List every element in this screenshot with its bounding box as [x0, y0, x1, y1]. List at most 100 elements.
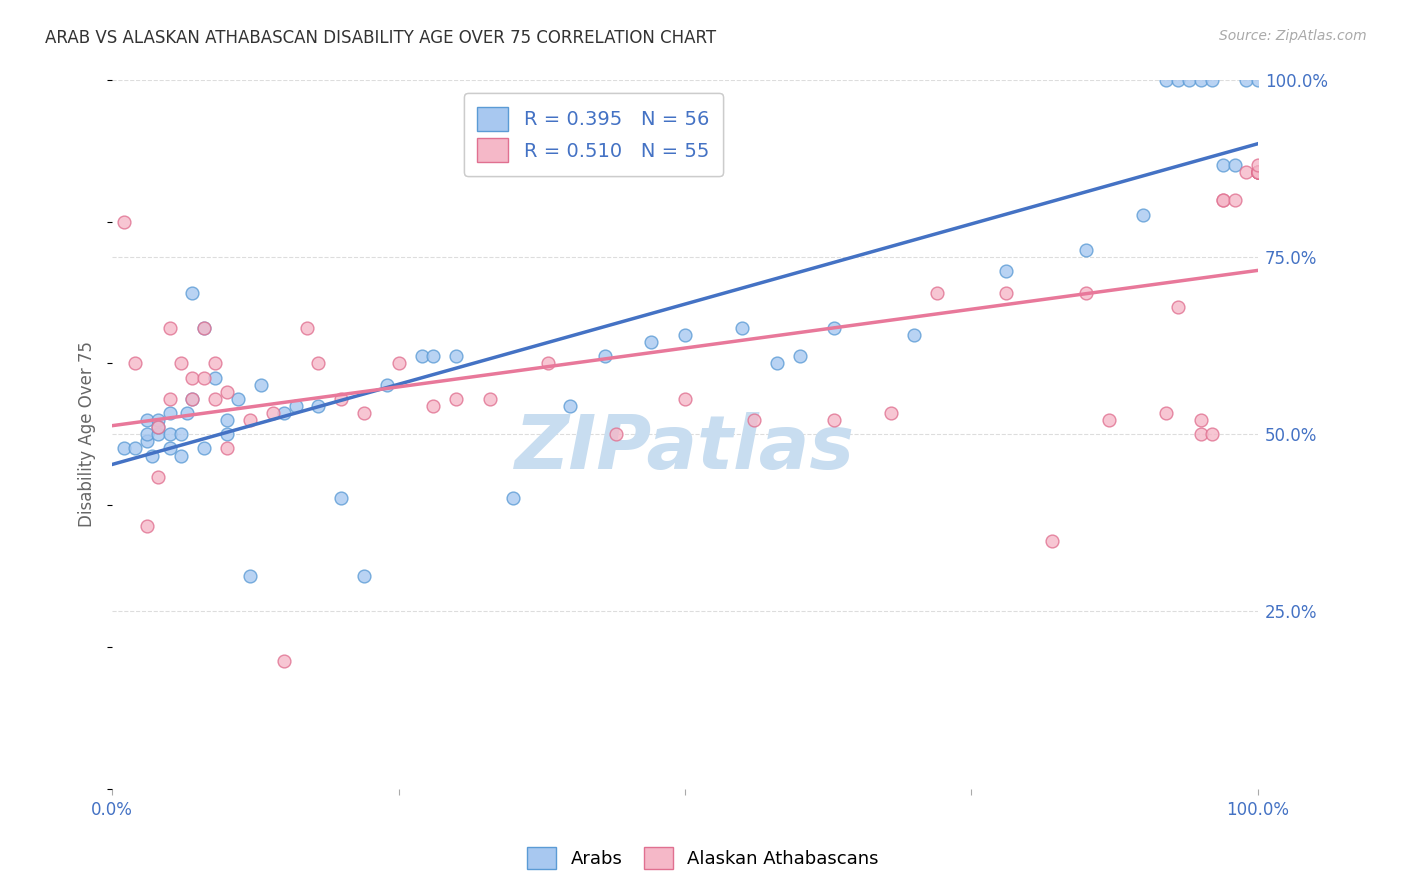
- Point: [742, 413, 765, 427]
- Point: [159, 406, 181, 420]
- Point: [159, 392, 181, 406]
- Point: [1189, 413, 1212, 427]
- Point: [502, 491, 524, 505]
- Point: [176, 406, 198, 420]
- Point: [193, 370, 215, 384]
- Point: [193, 321, 215, 335]
- Point: [1189, 427, 1212, 442]
- Point: [1234, 73, 1257, 87]
- Point: [295, 321, 318, 335]
- Point: [353, 569, 375, 583]
- Point: [146, 420, 169, 434]
- Point: [375, 377, 398, 392]
- Point: [181, 392, 204, 406]
- Point: [1234, 165, 1257, 179]
- Point: [1247, 165, 1270, 179]
- Point: [112, 442, 135, 456]
- Point: [422, 349, 444, 363]
- Point: [135, 434, 157, 449]
- Point: [1098, 413, 1121, 427]
- Legend: Arabs, Alaskan Athabascans: Arabs, Alaskan Athabascans: [520, 839, 886, 876]
- Point: [146, 469, 169, 483]
- Point: [388, 356, 411, 370]
- Point: [146, 413, 169, 427]
- Point: [1247, 165, 1270, 179]
- Point: [640, 335, 662, 350]
- Point: [1154, 73, 1177, 87]
- Point: [1223, 158, 1246, 172]
- Point: [250, 377, 273, 392]
- Point: [170, 427, 193, 442]
- Point: [146, 420, 169, 434]
- Point: [411, 349, 433, 363]
- Point: [1189, 73, 1212, 87]
- Point: [444, 349, 467, 363]
- Point: [536, 356, 558, 370]
- Point: [1247, 165, 1270, 179]
- Point: [994, 264, 1017, 278]
- Point: [159, 321, 181, 335]
- Point: [215, 413, 238, 427]
- Point: [170, 449, 193, 463]
- Point: [181, 370, 204, 384]
- Point: [215, 384, 238, 399]
- Point: [135, 413, 157, 427]
- Point: [1154, 406, 1177, 420]
- Point: [273, 406, 295, 420]
- Point: [215, 427, 238, 442]
- Point: [204, 370, 226, 384]
- Point: [193, 442, 215, 456]
- Point: [1223, 194, 1246, 208]
- Point: [673, 328, 696, 343]
- Point: [1201, 427, 1223, 442]
- Point: [1247, 165, 1270, 179]
- Point: [1167, 300, 1189, 314]
- Point: [307, 399, 329, 413]
- Point: [880, 406, 903, 420]
- Point: [239, 413, 262, 427]
- Point: [1247, 165, 1270, 179]
- Point: [444, 392, 467, 406]
- Point: [1201, 73, 1223, 87]
- Point: [284, 399, 307, 413]
- Point: [159, 427, 181, 442]
- Text: ARAB VS ALASKAN ATHABASCAN DISABILITY AGE OVER 75 CORRELATION CHART: ARAB VS ALASKAN ATHABASCAN DISABILITY AG…: [45, 29, 716, 46]
- Point: [124, 442, 146, 456]
- Point: [146, 427, 169, 442]
- Point: [479, 392, 502, 406]
- Point: [170, 356, 193, 370]
- Point: [1247, 158, 1270, 172]
- Point: [925, 285, 948, 300]
- Point: [823, 413, 845, 427]
- Point: [1247, 73, 1270, 87]
- Point: [1247, 165, 1270, 179]
- Text: Source: ZipAtlas.com: Source: ZipAtlas.com: [1219, 29, 1367, 43]
- Point: [731, 321, 754, 335]
- Point: [1212, 194, 1234, 208]
- Point: [789, 349, 811, 363]
- Point: [422, 399, 444, 413]
- Point: [353, 406, 375, 420]
- Point: [1212, 194, 1234, 208]
- Point: [193, 321, 215, 335]
- Point: [307, 356, 329, 370]
- Legend: R = 0.395   N = 56, R = 0.510   N = 55: R = 0.395 N = 56, R = 0.510 N = 55: [464, 94, 723, 176]
- Point: [204, 356, 226, 370]
- Point: [1132, 208, 1154, 222]
- Point: [1040, 533, 1063, 548]
- Point: [765, 356, 787, 370]
- Point: [1247, 165, 1270, 179]
- Point: [181, 285, 204, 300]
- Point: [330, 491, 353, 505]
- Point: [135, 519, 157, 533]
- Point: [215, 442, 238, 456]
- Point: [273, 654, 295, 668]
- Point: [903, 328, 925, 343]
- Point: [159, 442, 181, 456]
- Point: [239, 569, 262, 583]
- Point: [330, 392, 353, 406]
- Point: [673, 392, 696, 406]
- Point: [823, 321, 845, 335]
- Point: [994, 285, 1017, 300]
- Point: [1212, 158, 1234, 172]
